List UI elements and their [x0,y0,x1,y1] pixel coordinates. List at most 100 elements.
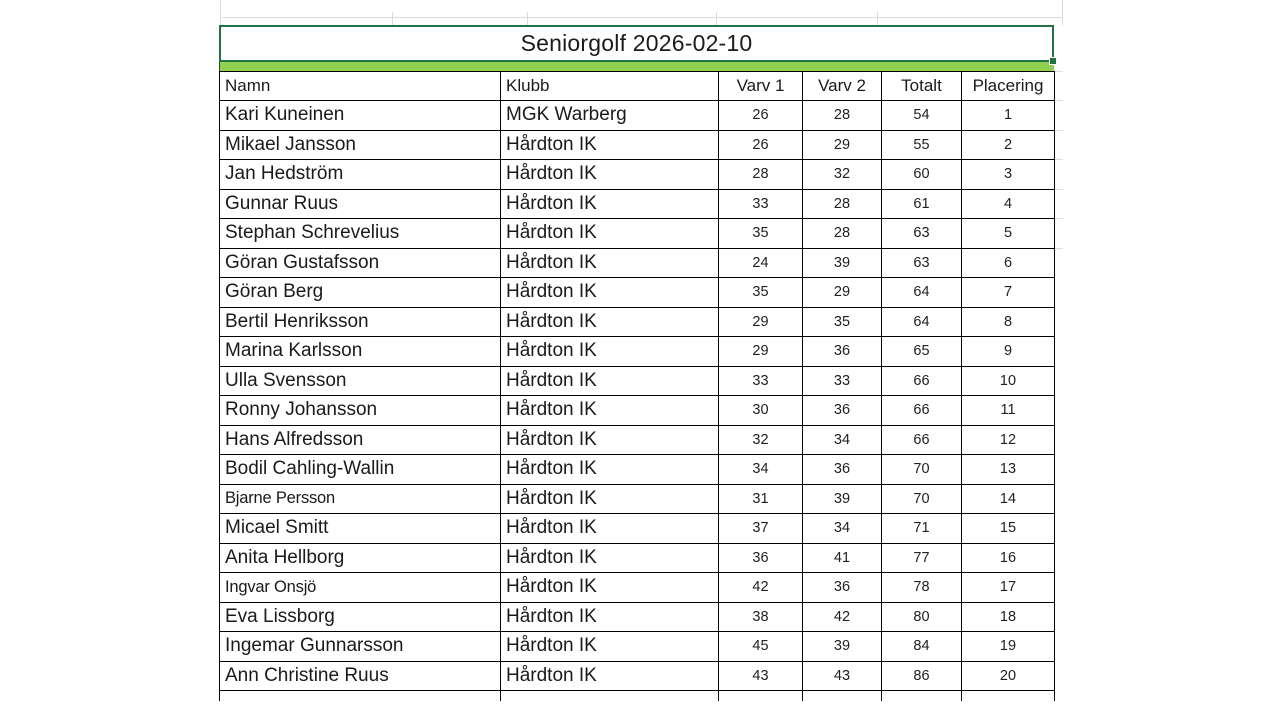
cell-varv1[interactable]: 31 [718,483,803,514]
cell-placering[interactable]: 13 [961,454,1055,485]
cell-totalt[interactable]: 84 [881,631,962,662]
cell-placering[interactable]: 16 [961,542,1055,573]
cell-placering[interactable]: 2 [961,129,1055,160]
cell-totalt[interactable]: 63 [881,247,962,278]
cell-varv1[interactable]: 35 [718,218,803,249]
cell-varv2[interactable]: 34 [802,513,882,544]
cell-klubb[interactable]: Hårdton IK [500,218,719,249]
cell-totalt[interactable]: 64 [881,277,962,308]
cell-placering[interactable]: 1 [961,100,1055,131]
cell-namn[interactable]: Göran Gustafsson [219,247,501,278]
cell-placering[interactable]: 10 [961,365,1055,396]
column-header-klubb[interactable]: Klubb [500,71,719,101]
cell-totalt[interactable]: 61 [881,188,962,219]
cell-varv2[interactable]: 39 [802,247,882,278]
cell-varv1[interactable]: 29 [718,336,803,367]
cell-varv2[interactable]: 36 [802,572,882,603]
cell-namn[interactable]: Ingemar Gunnarsson [219,631,501,662]
column-header-namn[interactable]: Namn [219,71,501,101]
cell-varv1[interactable]: 34 [718,454,803,485]
cell-namn[interactable]: Bodil Cahling-Wallin [219,454,501,485]
cell-namn[interactable]: Kari Kuneinen [219,100,501,131]
cell-totalt[interactable]: 66 [881,395,962,426]
cell-klubb[interactable]: Hårdton IK [500,631,719,662]
cell-totalt[interactable]: 70 [881,454,962,485]
cell-klubb[interactable]: Hårdton IK [500,660,719,691]
cell-varv2[interactable]: 32 [802,159,882,190]
column-header-varv2[interactable]: Varv 2 [802,71,882,101]
cell-namn[interactable]: Bertil Henriksson [219,306,501,337]
cell-placering[interactable]: 14 [961,483,1055,514]
cell-varv2[interactable]: 42 [802,601,882,632]
cell-klubb[interactable]: Hårdton IK [500,542,719,573]
cell-totalt[interactable]: 55 [881,129,962,160]
cell-namn[interactable] [219,690,501,701]
cell-klubb[interactable]: Hårdton IK [500,395,719,426]
cell-totalt[interactable]: 71 [881,513,962,544]
cell-totalt[interactable]: 54 [881,100,962,131]
cell-varv1[interactable]: 38 [718,601,803,632]
cell-namn[interactable]: Anita Hellborg [219,542,501,573]
cell-varv1[interactable]: 26 [718,100,803,131]
cell-varv2[interactable]: 28 [802,218,882,249]
cell-placering[interactable]: 18 [961,601,1055,632]
cell-namn[interactable]: Jan Hedström [219,159,501,190]
fill-handle[interactable] [1049,57,1057,65]
cell-klubb[interactable]: Hårdton IK [500,188,719,219]
cell-placering[interactable]: 15 [961,513,1055,544]
cell-klubb[interactable]: Hårdton IK [500,159,719,190]
cell-placering[interactable]: 17 [961,572,1055,603]
cell-namn[interactable]: Mikael Jansson [219,129,501,160]
cell-klubb[interactable]: Hårdton IK [500,601,719,632]
cell-namn[interactable]: Hans Alfredsson [219,424,501,455]
cell-varv1[interactable]: 42 [718,572,803,603]
cell-varv2[interactable]: 28 [802,188,882,219]
cell-totalt[interactable]: 66 [881,365,962,396]
green-band-row[interactable] [219,62,1054,72]
cell-totalt[interactable]: 78 [881,572,962,603]
cell-namn[interactable]: Ingvar Onsjö [219,572,501,603]
cell-totalt[interactable]: 66 [881,424,962,455]
cell-klubb[interactable]: Hårdton IK [500,277,719,308]
cell-varv2[interactable]: 36 [802,454,882,485]
cell-totalt[interactable]: 63 [881,218,962,249]
cell-varv2[interactable]: 39 [802,483,882,514]
cell-varv1[interactable]: 26 [718,129,803,160]
cell-varv2[interactable]: 28 [802,100,882,131]
cell-placering[interactable]: 9 [961,336,1055,367]
cell-klubb[interactable]: Hårdton IK [500,336,719,367]
cell-varv1[interactable]: 37 [718,513,803,544]
cell-placering[interactable]: 4 [961,188,1055,219]
column-header-varv1[interactable]: Varv 1 [718,71,803,101]
cell-klubb[interactable]: Hårdton IK [500,424,719,455]
cell-placering[interactable]: 19 [961,631,1055,662]
cell-varv1[interactable]: 35 [718,277,803,308]
cell-klubb[interactable]: Hårdton IK [500,454,719,485]
cell-namn[interactable]: Ann Christine Ruus [219,660,501,691]
cell-varv1[interactable] [718,690,803,701]
column-header-totalt[interactable]: Totalt [881,71,962,101]
cell-varv2[interactable]: 36 [802,395,882,426]
cell-placering[interactable]: 3 [961,159,1055,190]
cell-varv2[interactable]: 29 [802,277,882,308]
cell-varv1[interactable]: 43 [718,660,803,691]
cell-varv2[interactable]: 36 [802,336,882,367]
cell-varv2[interactable]: 34 [802,424,882,455]
cell-varv2[interactable]: 39 [802,631,882,662]
cell-totalt[interactable]: 60 [881,159,962,190]
cell-totalt[interactable]: 77 [881,542,962,573]
cell-klubb[interactable]: MGK Warberg [500,100,719,131]
cell-placering[interactable] [961,690,1055,701]
cell-klubb[interactable]: Hårdton IK [500,572,719,603]
cell-klubb[interactable]: Hårdton IK [500,247,719,278]
cell-namn[interactable]: Eva Lissborg [219,601,501,632]
cell-placering[interactable]: 20 [961,660,1055,691]
cell-namn[interactable]: Ronny Johansson [219,395,501,426]
cell-varv1[interactable]: 32 [718,424,803,455]
cell-varv1[interactable]: 28 [718,159,803,190]
cell-varv2[interactable]: 41 [802,542,882,573]
cell-placering[interactable]: 5 [961,218,1055,249]
cell-totalt[interactable]: 80 [881,601,962,632]
cell-varv1[interactable]: 29 [718,306,803,337]
cell-namn[interactable]: Ulla Svensson [219,365,501,396]
